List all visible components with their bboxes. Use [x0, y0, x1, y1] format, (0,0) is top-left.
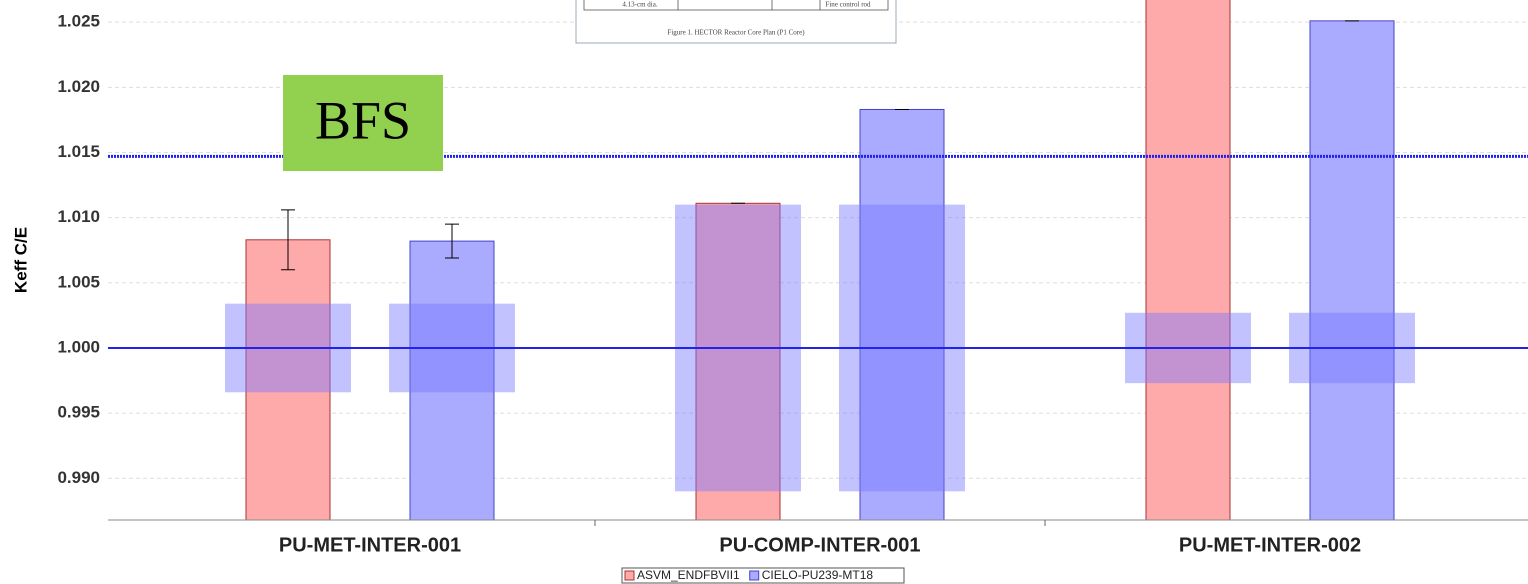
legend-swatch [750, 571, 759, 580]
x-tick-label: PU-MET-INTER-002 [1179, 534, 1361, 556]
inset-text: 4.13-cm dia. [622, 1, 657, 9]
y-tick-label: 1.005 [57, 272, 100, 291]
inset-text: Fine control rod [825, 1, 871, 9]
y-tick-label: 1.020 [57, 77, 100, 96]
legend-swatch [625, 571, 634, 580]
y-tick-label: 1.025 [57, 12, 100, 31]
y-tick-label: 0.995 [57, 403, 100, 422]
chart: Keff C/E Fine control rod 4.13-cm dia. F… [0, 0, 1528, 584]
x-tick-label: PU-COMP-INTER-001 [719, 534, 920, 556]
y-tick-label: 0.990 [57, 468, 100, 487]
y-axis-label: Keff C/E [11, 227, 30, 293]
x-tick-label: PU-MET-INTER-001 [279, 534, 461, 556]
legend-label: ASVM_ENDFBVII1 [637, 568, 740, 582]
bar [1146, 0, 1230, 520]
annotation: BFS [315, 90, 411, 150]
y-tick-label: 1.000 [57, 337, 100, 356]
inset-image: Fine control rod 4.13-cm dia. Figure 1. … [576, 0, 896, 43]
y-tick-label: 1.015 [57, 142, 100, 161]
y-tick-label: 1.010 [57, 207, 100, 226]
inset-caption: Figure 1. HECTOR Reactor Core Plan (P1 C… [667, 29, 805, 37]
legend-label: CIELO-PU239-MT18 [762, 568, 874, 582]
bar [1310, 21, 1394, 520]
